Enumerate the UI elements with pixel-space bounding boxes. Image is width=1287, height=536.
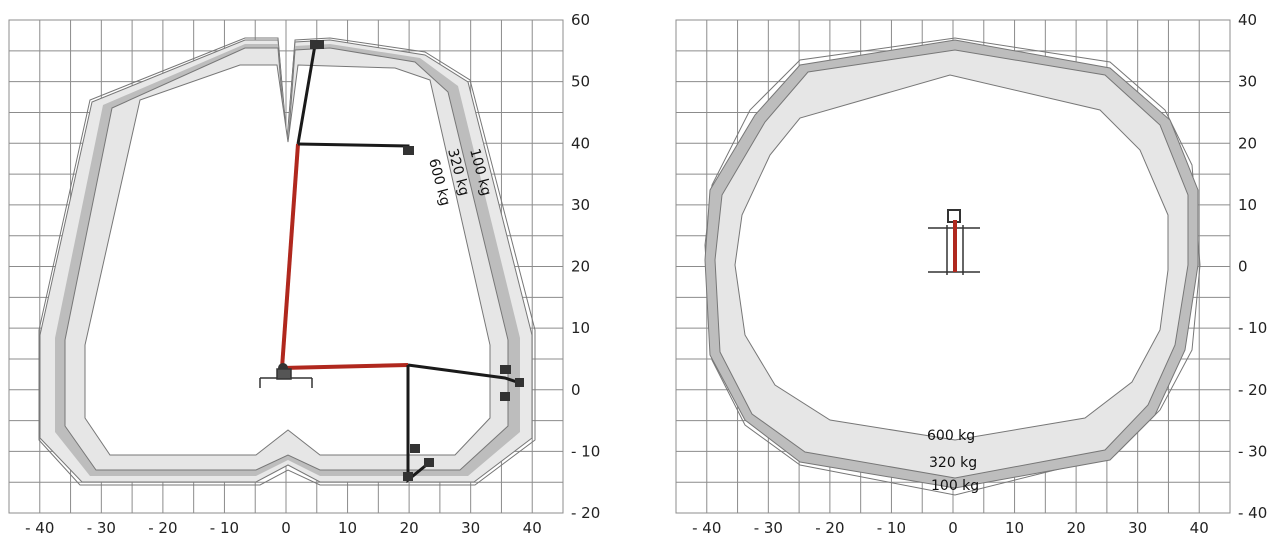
envelope-inner-free-zone (84, 64, 491, 456)
y-tick-label: - 30 (1238, 442, 1267, 460)
side-view-y-axis: 60 50 40 30 20 10 0 - 10 - 20 (571, 11, 600, 522)
basket-upper-right (403, 146, 414, 155)
y-tick-label: 0 (571, 381, 581, 399)
y-tick-label: 20 (571, 258, 590, 276)
top-view-y-axis: 40 30 20 10 0 - 10 - 20 - 30 - 40 (1238, 11, 1267, 522)
y-tick-label: 20 (1238, 134, 1257, 152)
y-tick-label: 0 (1238, 258, 1248, 276)
basket-down (410, 444, 420, 453)
top-view-x-axis: - 40 - 30 - 20 - 10 0 10 20 30 40 (692, 519, 1209, 536)
y-tick-label: 50 (571, 73, 590, 91)
x-tick-label: 0 (948, 519, 958, 536)
y-tick-label: - 20 (1238, 381, 1267, 399)
top-load-label-600: 600 kg (927, 428, 975, 444)
y-tick-label: 10 (1238, 196, 1257, 214)
x-tick-label: - 20 (148, 519, 177, 536)
basket-down-right (424, 458, 434, 467)
x-tick-label: 10 (1005, 519, 1024, 536)
basket-right-tip (515, 378, 524, 387)
x-tick-label: - 40 (25, 519, 54, 536)
y-tick-label: - 10 (571, 442, 600, 460)
side-view-panel: 100 kg 320 kg 600 kg - 40- 30- 20- 10 0 10… (8, 11, 600, 536)
top-load-label-100: 100 kg (931, 478, 979, 494)
y-tick-label: 10 (571, 319, 590, 337)
basket-top (310, 40, 324, 49)
x-tick-label: 20 (1067, 519, 1086, 536)
y-tick-label: - 20 (571, 504, 600, 522)
y-tick-label: - 40 (1238, 504, 1267, 522)
top-view-panel: 600 kg 320 kg 100 kg - 40 - 30 - 20 - 10 0 10… (675, 11, 1267, 536)
slew-100kg-outline (704, 37, 1201, 496)
y-tick-label: - 10 (1238, 319, 1267, 337)
y-tick-label: 30 (1238, 73, 1257, 91)
x-tick-label: 0 (281, 519, 291, 536)
x-tick-label: - 10 (877, 519, 906, 536)
boom-main-vertical (280, 143, 300, 369)
machine-chassis (259, 368, 313, 388)
top-load-label-320: 320 kg (929, 455, 977, 471)
side-view-x-axis: - 40 - 30 - 20 - 10 0 10 20 30 40 (25, 519, 542, 536)
y-tick-label: 30 (571, 196, 590, 214)
basket-right (500, 365, 511, 374)
y-tick-label: 60 (571, 11, 590, 29)
x-tick-label: 10 (338, 519, 357, 536)
x-tick-label: - 20 (815, 519, 844, 536)
y-tick-label: 40 (571, 134, 590, 152)
basket-down-low (403, 472, 413, 481)
basket-right-lower (500, 392, 510, 401)
x-tick-label: 20 (400, 519, 419, 536)
x-tick-label: - 40 (692, 519, 721, 536)
slew-inner-free-zone (734, 74, 1169, 441)
x-tick-label: 30 (461, 519, 480, 536)
x-tick-label: 40 (523, 519, 542, 536)
machine-top-view (928, 209, 980, 275)
x-tick-label: 40 (1190, 519, 1209, 536)
boom-main-horizontal (281, 363, 409, 370)
x-tick-label: 30 (1128, 519, 1147, 536)
x-tick-label: - 10 (210, 519, 239, 536)
x-tick-label: - 30 (754, 519, 783, 536)
y-tick-label: 40 (1238, 11, 1257, 29)
x-tick-label: - 30 (87, 519, 116, 536)
